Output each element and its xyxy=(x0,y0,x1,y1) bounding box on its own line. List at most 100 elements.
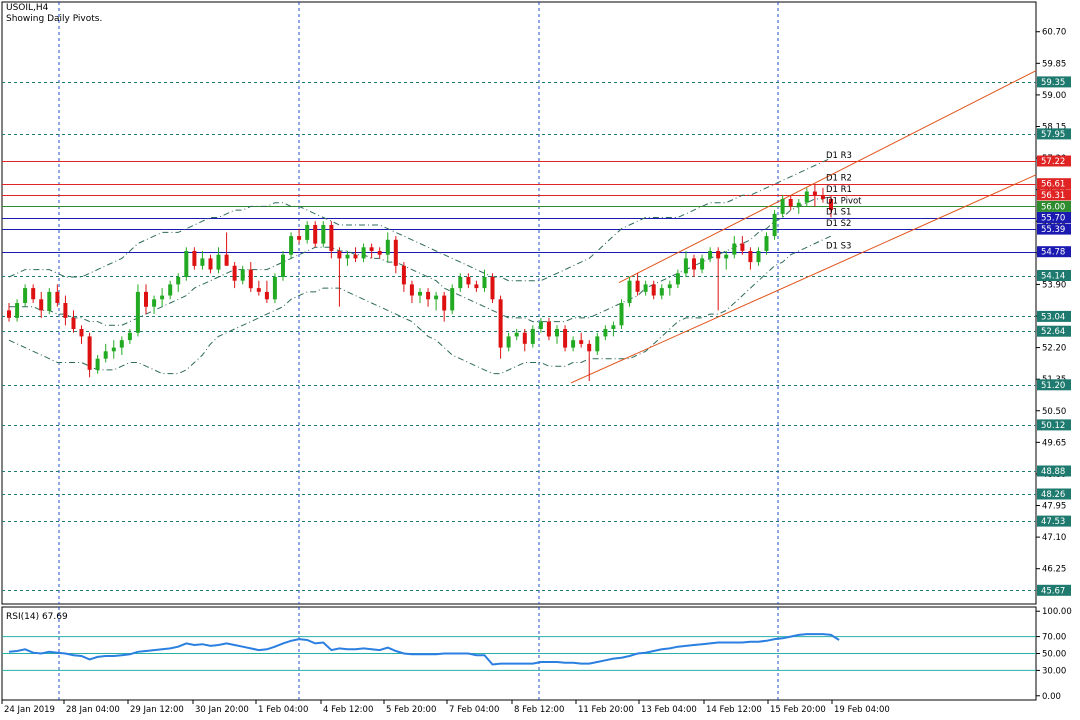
bull-candle xyxy=(732,243,737,255)
bear-candle xyxy=(337,251,342,259)
channel-line xyxy=(570,174,1037,384)
time-tick-label: 11 Feb 20:00 xyxy=(578,705,634,715)
pivot-label: D1 S3 xyxy=(826,242,851,252)
price-panel[interactable] xyxy=(1,1,1037,605)
bull-candle xyxy=(458,277,463,289)
price-tick-label: 52.20 xyxy=(1042,344,1066,354)
price-tick-label: 58.15 xyxy=(1042,123,1066,133)
price-level-badge-text: 57.95 xyxy=(1041,130,1065,140)
price-level-badge xyxy=(1037,189,1071,201)
price-level-badge-text: 53.04 xyxy=(1041,312,1065,322)
price-level-badge xyxy=(1037,465,1071,477)
bull-candle xyxy=(796,202,801,207)
bear-candle xyxy=(788,199,793,207)
bull-candle xyxy=(724,254,729,259)
price-level-badge-text: 54.78 xyxy=(1041,248,1065,258)
bull-candle xyxy=(160,295,165,300)
price-level-badge xyxy=(1037,325,1071,337)
bull-candle xyxy=(216,254,221,270)
candlesticks xyxy=(7,184,833,381)
bear-candle xyxy=(353,254,358,259)
time-tick-label: 30 Jan 20:00 xyxy=(195,705,249,715)
bear-candle xyxy=(579,340,584,344)
bull-candle xyxy=(756,251,761,263)
bear-candle xyxy=(812,191,817,196)
price-level-badge xyxy=(1037,270,1071,281)
bull-candle xyxy=(103,351,108,359)
time-tick-label: 8 Feb 12:00 xyxy=(514,705,564,715)
bull-candle xyxy=(804,191,809,203)
bear-candle xyxy=(393,239,398,266)
price-level-badge-text: 45.67 xyxy=(1041,586,1065,596)
bull-candle xyxy=(555,329,559,337)
bull-candle xyxy=(659,288,664,296)
price-level-badge xyxy=(1037,310,1071,322)
bull-candle xyxy=(700,258,705,270)
bear-candle xyxy=(31,288,36,300)
time-tick-label: 28 Jan 04:00 xyxy=(66,705,120,715)
bear-candle xyxy=(466,277,471,285)
rsi-tick-label: 50.00 xyxy=(1042,650,1066,660)
price-level-badge xyxy=(1037,178,1071,190)
bull-candle xyxy=(385,239,390,255)
bear-candle xyxy=(224,254,229,266)
bull-candle xyxy=(289,236,294,255)
bull-candle xyxy=(764,236,769,251)
bull-candle xyxy=(168,284,173,296)
bull-candle xyxy=(200,258,205,266)
chart-symbol-title: USOIL,H4 xyxy=(6,3,49,13)
time-tick-label: 1 Feb 04:00 xyxy=(258,705,308,715)
channel-line xyxy=(618,70,1037,284)
price-level-badge xyxy=(1037,223,1071,235)
price-level-badge xyxy=(1037,515,1071,527)
price-level-badge xyxy=(1037,584,1071,596)
price-level-badge-text: 56.00 xyxy=(1041,202,1065,212)
bull-candle xyxy=(321,225,326,244)
price-level-badge xyxy=(1037,246,1071,258)
price-level-badge-text: 47.53 xyxy=(1041,517,1065,527)
bull-candle xyxy=(240,269,245,281)
bear-candle xyxy=(369,247,374,251)
price-level-badge xyxy=(1037,76,1071,88)
rsi-tick-label: 100.00 xyxy=(1042,607,1072,617)
price-level-badge-text: 59.35 xyxy=(1041,78,1065,88)
price-level-badge-text: 48.26 xyxy=(1041,490,1065,500)
pivot-label: D1 S2 xyxy=(826,219,851,229)
bull-candle xyxy=(643,284,648,292)
bull-candle xyxy=(675,273,680,285)
bear-candle xyxy=(409,284,414,296)
rsi-tick-label: 70.00 xyxy=(1042,633,1066,643)
bear-candle xyxy=(426,291,431,300)
price-level-badge-text: 55.70 xyxy=(1041,214,1065,224)
bull-candle xyxy=(772,213,777,237)
bull-candle xyxy=(119,340,124,348)
price-level-badge xyxy=(1037,379,1071,391)
indicator-subtitle: Showing Daily Pivots. xyxy=(6,14,103,24)
bear-candle xyxy=(71,317,76,329)
bull-candle xyxy=(482,277,487,289)
time-tick-label: 7 Feb 04:00 xyxy=(449,705,499,715)
bear-candle xyxy=(7,310,11,318)
bull-candle xyxy=(47,291,52,311)
rsi-tick-label: 30.00 xyxy=(1042,666,1066,676)
bull-candle xyxy=(15,303,20,318)
time-tick-label: 24 Jan 2019 xyxy=(4,705,55,715)
price-level-badge-text: 56.31 xyxy=(1041,191,1065,201)
bull-candle xyxy=(619,303,624,326)
rsi-label: RSI(14) 67.69 xyxy=(6,612,68,622)
price-tick-label: 49.65 xyxy=(1042,438,1066,448)
bear-candle xyxy=(55,291,60,303)
time-tick-label: 19 Feb 04:00 xyxy=(834,705,890,715)
price-channel xyxy=(570,70,1037,384)
bear-candle xyxy=(192,251,197,266)
price-tick-label: 59.85 xyxy=(1042,59,1066,69)
bull-candle xyxy=(135,291,140,333)
pivot-label: D1 Pivot xyxy=(826,196,862,206)
bull-candle xyxy=(305,225,310,240)
price-level-badge xyxy=(1037,200,1071,212)
bear-candle xyxy=(716,251,721,259)
time-tick-label: 29 Jan 12:00 xyxy=(130,705,184,715)
bollinger-lower-band xyxy=(8,235,832,375)
bear-candle xyxy=(563,329,568,348)
